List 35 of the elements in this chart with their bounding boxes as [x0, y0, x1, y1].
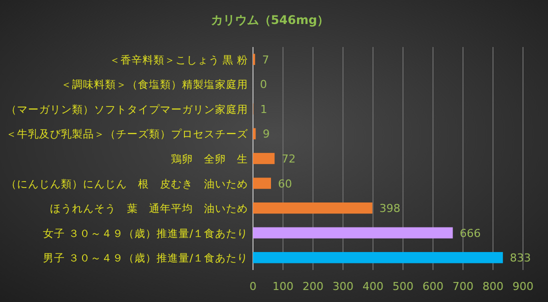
- data-label: 60: [278, 177, 292, 190]
- data-label: 0: [260, 78, 267, 92]
- x-tick-label: 0: [250, 280, 256, 293]
- data-label: 1: [260, 102, 268, 116]
- chart-title: カリウム（546mg）: [210, 13, 330, 27]
- y-tick-label: ＜調味料類＞（食塩類）精製塩家庭用: [61, 78, 248, 92]
- x-tick-label: 700: [452, 280, 474, 293]
- x-tick-label: 900: [512, 280, 534, 293]
- x-tick-label: 400: [362, 280, 384, 293]
- x-tick-label: 600: [422, 280, 444, 293]
- x-tick-label: 100: [272, 280, 294, 293]
- y-tick-label: ＜香辛料類＞こしょう 黒 粉: [109, 53, 248, 66]
- data-label: 72: [282, 152, 296, 166]
- y-tick-label: 男子 ３０～４９（歳）推進量/１食あたり: [43, 252, 248, 265]
- x-tick-label: 500: [392, 280, 414, 293]
- bar: [253, 252, 503, 264]
- x-tick-label: 200: [302, 280, 324, 293]
- bar: [253, 152, 275, 164]
- data-label: 7: [262, 53, 270, 66]
- data-label: 398: [379, 202, 400, 216]
- bar: [253, 128, 256, 140]
- y-tick-label: （マーガリン類）ソフトタイプマーガリン家庭用: [6, 102, 248, 116]
- bar: [253, 202, 372, 214]
- x-tick-label: 800: [482, 280, 504, 293]
- y-tick-label: （にんじん類）にんじん 根 皮むき 油いため: [6, 177, 248, 190]
- y-tick-label: ＜牛乳及び乳製品＞（チーズ類）プロセスチーズ: [6, 128, 249, 141]
- data-label: 9: [262, 128, 270, 141]
- bar: [253, 178, 271, 189]
- bar: [253, 227, 453, 238]
- y-tick-label: ほうれんそう 葉 通年平均 油いため: [50, 202, 248, 216]
- y-tick-label: 鶏卵 全卵 生: [171, 152, 248, 166]
- x-tick-label: 300: [332, 280, 354, 293]
- data-label: 666: [460, 226, 481, 240]
- y-tick-label: 女子 ３０～４９（歳）推進量/１食あたり: [43, 226, 248, 240]
- data-label: 833: [510, 252, 531, 265]
